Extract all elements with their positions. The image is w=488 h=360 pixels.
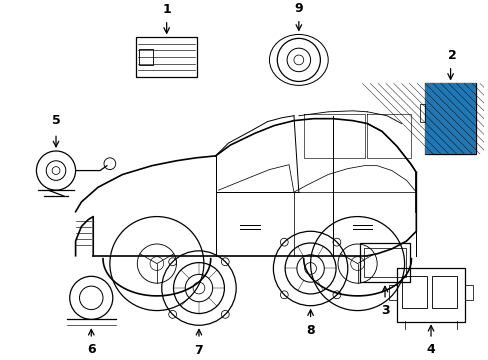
Bar [424,84,475,154]
Text: 4: 4 [426,343,434,356]
Bar [401,276,426,308]
Text: 5: 5 [52,114,61,127]
Bar [136,37,197,77]
Bar [359,243,409,282]
Text: 8: 8 [305,324,314,337]
Bar [396,269,465,322]
Text: 2: 2 [447,49,456,62]
Text: 1: 1 [162,3,171,16]
Bar [419,104,424,122]
Bar [364,248,405,277]
Text: 3: 3 [380,304,388,317]
Text: 6: 6 [87,343,95,356]
Text: 7: 7 [194,344,203,357]
Bar [139,49,153,65]
Bar [424,84,475,154]
Bar [431,276,456,308]
Text: 9: 9 [294,2,303,15]
